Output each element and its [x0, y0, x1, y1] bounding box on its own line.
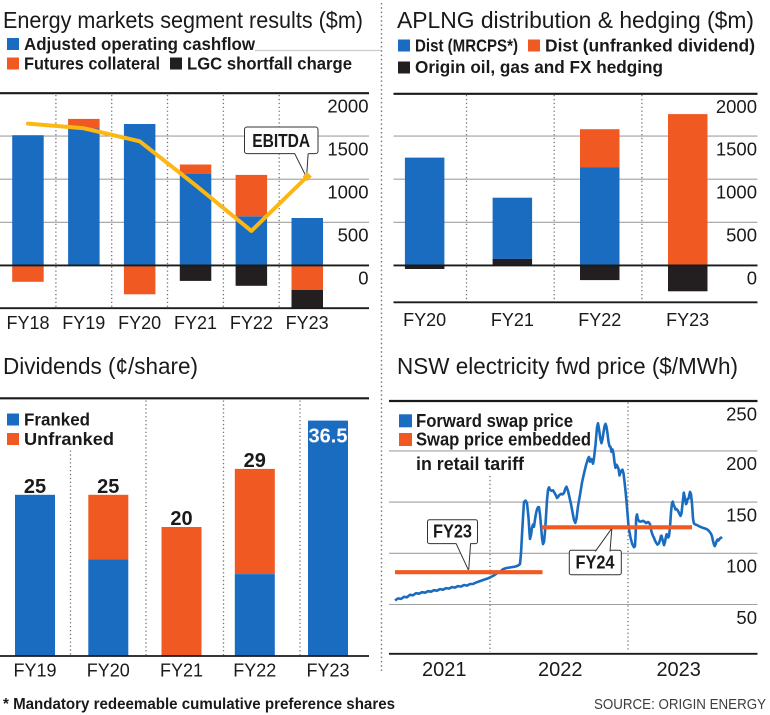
- svg-text:1000: 1000: [327, 182, 368, 203]
- svg-text:FY24: FY24: [576, 551, 616, 572]
- svg-text:25: 25: [24, 476, 46, 498]
- svg-text:FY23: FY23: [286, 313, 329, 333]
- svg-text:FY22: FY22: [578, 310, 621, 330]
- svg-text:* Mandatory redeemable cumulat: * Mandatory redeemable cumulative prefer…: [3, 696, 395, 713]
- svg-text:1500: 1500: [716, 138, 757, 159]
- svg-text:1000: 1000: [716, 182, 757, 203]
- svg-text:FY20: FY20: [87, 661, 130, 681]
- svg-text:500: 500: [338, 225, 369, 246]
- svg-text:FY21: FY21: [174, 313, 217, 333]
- svg-text:FY21: FY21: [491, 310, 534, 330]
- svg-text:FY22: FY22: [230, 313, 273, 333]
- svg-text:20: 20: [170, 508, 192, 530]
- svg-text:LGC shortfall charge: LGC shortfall charge: [187, 54, 352, 74]
- svg-text:FY18: FY18: [6, 313, 49, 333]
- svg-text:Unfranked: Unfranked: [24, 429, 114, 449]
- svg-text:Origin oil, gas and FX hedging: Origin oil, gas and FX hedging: [415, 57, 663, 77]
- svg-text:2000: 2000: [716, 96, 757, 117]
- svg-text:29: 29: [244, 450, 266, 472]
- svg-text:2000: 2000: [327, 96, 368, 117]
- svg-text:25: 25: [97, 476, 119, 498]
- svg-text:APLNG distribution & hedging (: APLNG distribution & hedging ($m): [397, 7, 754, 33]
- svg-text:36.5: 36.5: [309, 426, 348, 448]
- svg-text:FY21: FY21: [160, 661, 203, 681]
- svg-text:200: 200: [726, 453, 757, 474]
- svg-text:FY22: FY22: [233, 661, 276, 681]
- svg-text:2021: 2021: [422, 659, 467, 681]
- svg-text:FY23: FY23: [666, 310, 709, 330]
- svg-text:NSW electricity fwd price ($/M: NSW electricity fwd price ($/MWh): [397, 353, 738, 379]
- svg-text:SOURCE: ORIGIN ENERGY: SOURCE: ORIGIN ENERGY: [594, 697, 766, 713]
- svg-text:1500: 1500: [327, 138, 368, 159]
- svg-text:FY23: FY23: [433, 521, 472, 542]
- svg-text:2022: 2022: [538, 659, 583, 681]
- svg-text:500: 500: [726, 225, 757, 246]
- svg-text:FY19: FY19: [13, 661, 56, 681]
- svg-text:2023: 2023: [656, 659, 701, 681]
- svg-text:100: 100: [726, 556, 757, 577]
- svg-text:0: 0: [358, 268, 368, 289]
- svg-text:Dist (MRCPS*): Dist (MRCPS*): [415, 36, 518, 56]
- svg-text:Franked: Franked: [24, 410, 90, 430]
- svg-text:250: 250: [726, 403, 757, 424]
- svg-text:in retail tariff: in retail tariff: [416, 454, 525, 474]
- svg-text:FY20: FY20: [403, 310, 446, 330]
- svg-text:Adjusted operating cashflow: Adjusted operating cashflow: [24, 34, 255, 54]
- svg-text:Dist (unfranked dividend): Dist (unfranked dividend): [545, 36, 755, 56]
- svg-text:FY19: FY19: [62, 313, 105, 333]
- svg-text:150: 150: [726, 504, 757, 525]
- svg-text:Dividends (¢/share): Dividends (¢/share): [3, 353, 198, 379]
- svg-text:EBITDA: EBITDA: [252, 130, 310, 151]
- svg-text:FY20: FY20: [118, 313, 161, 333]
- svg-text:0: 0: [747, 268, 757, 289]
- svg-text:FY23: FY23: [306, 661, 349, 681]
- svg-text:Energy markets segment results: Energy markets segment results ($m): [3, 7, 363, 33]
- svg-text:50: 50: [736, 607, 757, 628]
- svg-text:Forward swap price: Forward swap price: [416, 411, 573, 431]
- svg-text:Futures collateral: Futures collateral: [24, 54, 160, 74]
- svg-text:Swap price embedded: Swap price embedded: [416, 430, 591, 450]
